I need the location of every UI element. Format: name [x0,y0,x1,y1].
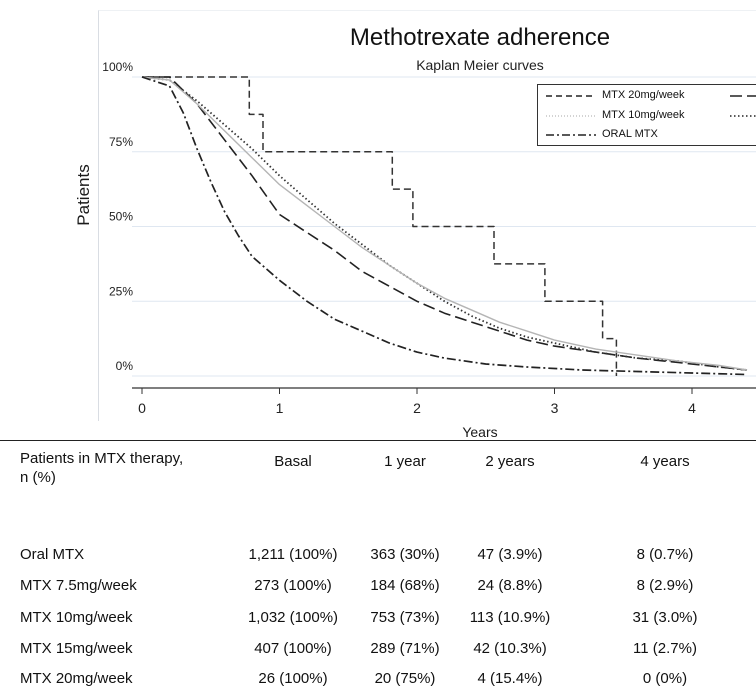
row-label: MTX 15mg/week [20,640,133,657]
cell-2-years: 24 (8.8%) [477,577,543,594]
x-axis-label: Years [462,424,498,440]
cell-basal: 26 (100%) [258,670,328,687]
cell-2-years: 47 (3.9%) [477,546,543,563]
table-header-4-years: 4 years [640,453,690,470]
chart-subtitle: Kaplan Meier curves [416,57,544,73]
y-axis-label: Patients [74,164,93,226]
cell-4-years: 0 (0%) [642,670,688,687]
cell-1-year: 20 (75%) [374,670,436,687]
row-label: MTX 7.5mg/week [20,577,137,594]
table-header-label: Patients in MTX therapy, n (%) [20,450,184,486]
cell-4-years: 11 (2.7%) [633,640,697,657]
x-tick-label: 1 [276,400,284,416]
series-line-mtx-20 [142,76,618,376]
cell-basal: 407 (100%) [254,640,332,657]
cell-1-year: 753 (73%) [370,609,440,626]
y-tick-label: 75% [109,135,133,149]
cell-4-years: 31 (3.0%) [632,609,698,626]
legend-label: ORAL MTX [602,128,658,140]
km-chart: 0% 25% 50% 75% 100% 0 1 2 3 4 [102,60,756,416]
row-label: MTX 20mg/week [20,670,133,687]
cell-2-years: 42 (10.3%) [473,640,547,657]
y-tick-label: 25% [109,284,133,298]
cell-basal: 1,032 (100%) [247,609,339,626]
x-tick-label: 0 [138,400,146,416]
x-tick-label: 4 [688,400,696,416]
cell-basal: 1,211 (100%) [248,546,338,563]
cell-4-years: 8 (2.9%) [636,577,694,594]
legend: MTX 20mg/week MTX 10mg/week ORAL MTX [537,84,756,146]
cell-4-years: 8 (0.7%) [636,546,694,563]
legend-swatch-light [546,115,596,117]
series-line-longdash [142,76,748,371]
legend-label: MTX 10mg/week [602,109,685,121]
cell-basal: 273 (100%) [254,577,332,594]
cell-1-year: 363 (30%) [370,546,440,563]
table-header-1-year: 1 year [384,453,426,470]
cell-1-year: 184 (68%) [370,577,440,594]
table-header-basal: Basal [274,453,312,470]
y-tick-label: 100% [102,60,133,74]
y-tick-label: 0% [116,359,134,373]
x-tick-label: 3 [551,400,559,416]
cell-2-years: 4 (15.4%) [477,670,543,687]
chart-panel [98,10,756,421]
legend-label: MTX 20mg/week [602,89,685,101]
patients-table: Patients in MTX therapy, n (%) Basal 1 y… [0,440,756,691]
series-line-light [141,76,748,371]
cell-2-years: 113 (10.9%) [469,609,551,626]
legend-swatch-dashed [546,95,596,97]
row-label: MTX 10mg/week [20,609,133,626]
y-tick-label: 50% [109,210,133,224]
row-label: Oral MTX [20,546,85,563]
cell-1-year: 289 (71%) [370,640,440,657]
series-line-oral [141,76,748,376]
x-tick-label: 2 [413,400,421,416]
table-header-2-years: 2 years [485,453,535,470]
chart-title: Methotrexate adherence [349,24,611,51]
legend-swatch-dashdot [546,134,596,136]
